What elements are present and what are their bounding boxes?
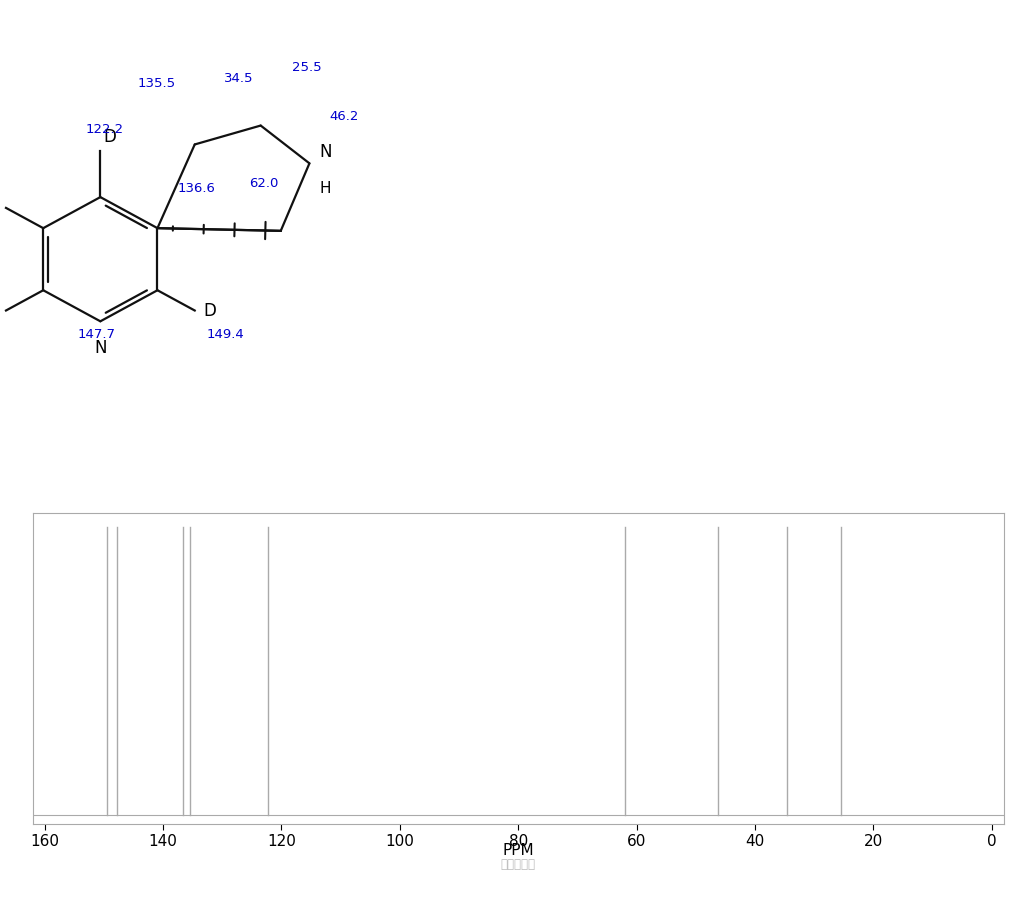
- Text: 149.4: 149.4: [207, 328, 244, 341]
- Text: 46.2: 46.2: [330, 110, 359, 122]
- Text: N: N: [94, 338, 106, 356]
- Text: N: N: [319, 142, 332, 160]
- Text: PPM: PPM: [503, 843, 534, 858]
- Text: 盖德化工网: 盖德化工网: [501, 859, 536, 871]
- Text: 147.7: 147.7: [78, 328, 116, 341]
- Text: 34.5: 34.5: [223, 72, 253, 85]
- Text: 25.5: 25.5: [293, 61, 323, 74]
- Text: 135.5: 135.5: [137, 77, 176, 90]
- Text: 122.2: 122.2: [86, 123, 124, 136]
- Text: 62.0: 62.0: [250, 177, 279, 190]
- Text: H: H: [319, 181, 331, 196]
- Text: D: D: [204, 302, 216, 319]
- Text: D: D: [103, 128, 116, 146]
- Text: 136.6: 136.6: [178, 183, 216, 195]
